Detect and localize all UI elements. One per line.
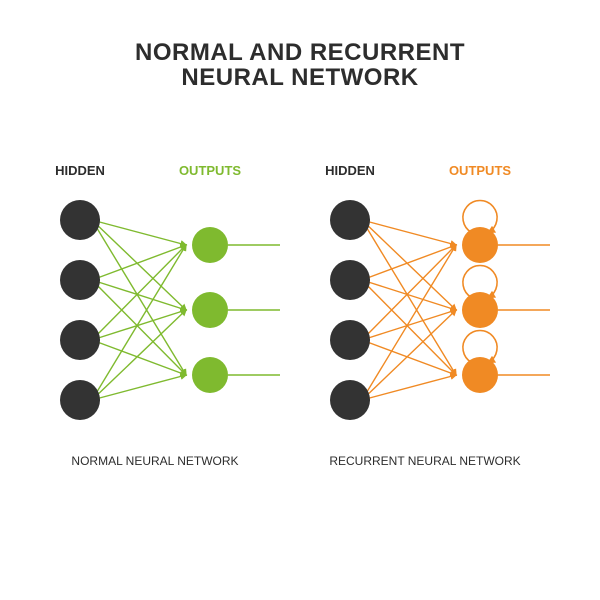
edge: [92, 340, 186, 375]
left-caption: NORMAL NEURAL NETWORK: [71, 454, 238, 468]
edge: [92, 245, 186, 400]
hidden-node: [330, 380, 370, 420]
hidden-node: [60, 380, 100, 420]
neural-network-diagram: HIDDENOUTPUTSNORMAL NEURAL NETWORKHIDDEN…: [0, 90, 600, 570]
edge: [92, 375, 186, 400]
edge: [362, 340, 456, 375]
edge: [362, 375, 456, 400]
right-panel: HIDDEN OUTPUTS RECURRENT NEURAL NETWORK: [325, 163, 550, 468]
edge: [362, 220, 456, 375]
title-line-1: NORMAL AND RECURRENT: [0, 40, 600, 65]
main-title: NORMAL AND RECURRENT NEURAL NETWORK: [0, 0, 600, 90]
right-caption: RECURRENT NEURAL NETWORK: [329, 454, 520, 468]
edge: [92, 245, 186, 340]
hidden-node: [60, 320, 100, 360]
left-outputs-label: OUTPUTS: [179, 163, 241, 178]
output-node: [462, 357, 498, 393]
right-hidden-label: HIDDEN: [325, 163, 375, 178]
output-node: [462, 227, 498, 263]
hidden-node: [330, 320, 370, 360]
hidden-node: [330, 260, 370, 300]
edge: [362, 245, 456, 400]
left-hidden-label: HIDDEN: [55, 163, 105, 178]
left-panel: HIDDEN OUTPUTS NORMAL NEURAL NETWORK: [55, 163, 280, 468]
hidden-node: [60, 260, 100, 300]
output-node: [462, 292, 498, 328]
hidden-node: [60, 200, 100, 240]
edge: [92, 245, 186, 280]
edge: [92, 220, 186, 245]
right-outputs-label: OUTPUTS: [449, 163, 511, 178]
edge: [362, 220, 456, 245]
output-node: [192, 227, 228, 263]
title-line-2: NEURAL NETWORK: [0, 65, 600, 90]
edge: [92, 280, 186, 375]
edge: [362, 280, 456, 375]
hidden-node: [330, 200, 370, 240]
edge: [362, 245, 456, 280]
output-node: [192, 357, 228, 393]
edge: [92, 220, 186, 375]
output-node: [192, 292, 228, 328]
edge: [362, 245, 456, 340]
